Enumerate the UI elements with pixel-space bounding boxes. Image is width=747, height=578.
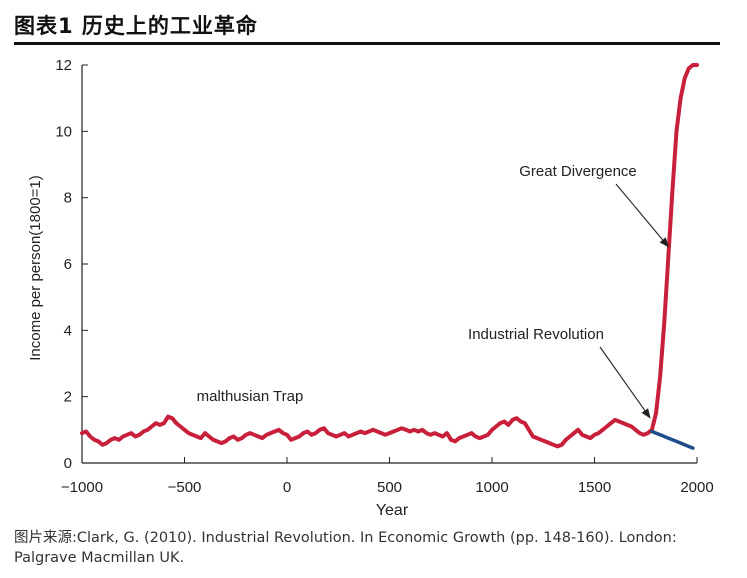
annotation-malthusian-trap: malthusian Trap <box>197 388 304 405</box>
figure-title: 图表1 历史上的工业革命 <box>14 14 258 38</box>
arrow-industrial-revolution <box>599 346 651 419</box>
chart-annotations: malthusian Trap Industrial Revolution Grea… <box>197 163 670 419</box>
y-tick-label: 4 <box>64 322 72 339</box>
y-tick-label: 6 <box>64 256 72 273</box>
x-tick-label: 0 <box>283 479 291 496</box>
x-tick-label: 2000 <box>680 479 713 496</box>
x-tick-label: −500 <box>168 479 202 496</box>
y-tick-label: 12 <box>55 57 72 74</box>
chart-series <box>80 63 699 450</box>
y-tick-label: 0 <box>64 455 72 472</box>
annotation-industrial-revolution: Industrial Revolution <box>468 326 604 343</box>
y-axis-label: Income per person(1800=1) <box>27 175 44 361</box>
arrow-great-divergence <box>615 183 670 248</box>
industrial-revolution-branch-line <box>650 429 695 450</box>
income-line-chart: −1000 −500 0 500 1000 1500 2000 0 2 4 6 8 10 12 malth… <box>27 57 714 519</box>
annotation-great-divergence: Great Divergence <box>519 163 637 180</box>
x-axis-label: Year <box>376 502 409 519</box>
x-tick-label: 1500 <box>578 479 611 496</box>
chart-ticks: −1000 −500 0 500 1000 1500 2000 0 2 4 6 8 10 12 <box>55 57 713 496</box>
chart-axes <box>81 65 697 464</box>
y-tick-label: 10 <box>55 123 72 140</box>
figure-source-note: 图片来源:Clark, G. (2010). Industrial Revolu… <box>14 530 677 566</box>
x-tick-label: 500 <box>377 479 402 496</box>
malthusian-income-line <box>80 63 699 449</box>
y-tick-label: 2 <box>64 389 72 406</box>
title-divider <box>14 42 720 45</box>
y-tick-label: 8 <box>64 190 72 207</box>
x-tick-label: 1000 <box>475 479 508 496</box>
x-tick-label: −1000 <box>61 479 103 496</box>
